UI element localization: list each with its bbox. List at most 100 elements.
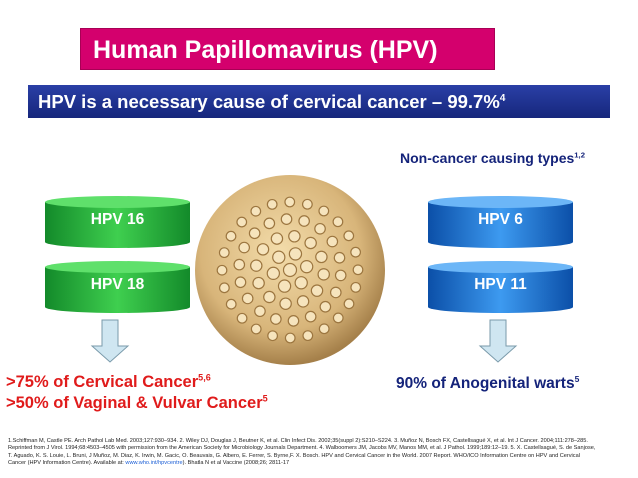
cylinder-top	[428, 196, 573, 208]
label: >75% of Cervical Cancer	[6, 373, 199, 391]
label: 90% of Anogenital warts	[396, 375, 575, 392]
capsomere	[277, 279, 292, 293]
capsomere	[350, 281, 362, 293]
capsomere	[234, 276, 247, 289]
capsomere	[332, 312, 344, 324]
outcome: >75% of Cervical Cancer5,6	[6, 373, 211, 392]
capsomere	[318, 323, 330, 335]
capsomere	[299, 259, 314, 274]
capsomere	[236, 312, 248, 324]
capsomere	[233, 258, 246, 271]
cylinders	[45, 196, 573, 313]
capsomere	[350, 246, 362, 258]
type-label: HPV 11	[474, 276, 527, 293]
capsomere	[263, 290, 276, 304]
capsomere	[252, 276, 265, 290]
capsomere	[310, 284, 324, 297]
virus-texture	[216, 196, 364, 344]
capsomere	[288, 247, 303, 261]
capsomere	[254, 305, 266, 318]
superscript: 4	[499, 92, 506, 104]
capsomere	[329, 286, 342, 299]
capsomere	[288, 230, 301, 243]
capsomere	[238, 241, 251, 254]
capsomere	[279, 297, 292, 310]
capsomere	[298, 215, 310, 227]
label: >50% of Vaginal & Vulvar Cancer	[6, 394, 263, 412]
capsomere	[333, 251, 346, 264]
label: Non-cancer causing types	[400, 150, 575, 166]
superscript: 5	[574, 373, 580, 384]
capsomere	[314, 222, 326, 235]
title: Human Papillomavirus (HPV)	[93, 36, 438, 64]
capsomere	[304, 236, 317, 250]
superscript: 5	[262, 393, 268, 404]
capsomere	[334, 269, 347, 282]
capsomere	[294, 276, 308, 290]
capsomere	[282, 262, 298, 278]
outcome: >50% of Vaginal & Vulvar Cancer5	[6, 394, 268, 413]
capsomere	[332, 216, 344, 228]
cylinder-top	[45, 261, 190, 273]
capsomere	[284, 196, 296, 208]
title-box: Human Papillomavirus (HPV)	[80, 28, 495, 70]
capsomere	[225, 230, 237, 242]
cylinder-body	[45, 267, 190, 307]
superscript: 5,6	[198, 372, 211, 383]
capsomere	[343, 230, 355, 242]
capsomere	[270, 232, 284, 245]
superscript: 1,2	[574, 150, 585, 160]
capsomere	[280, 213, 293, 225]
capsomere	[284, 332, 296, 344]
capsomere	[236, 216, 248, 228]
capsomere	[301, 198, 313, 210]
capsomere	[267, 330, 279, 342]
capsomere	[218, 282, 230, 294]
capsomere	[317, 268, 330, 281]
cylinder-bottom	[428, 236, 573, 248]
cylinder-body	[45, 202, 190, 242]
cylinder-top	[428, 261, 573, 273]
capsomere	[250, 323, 262, 335]
arrow	[90, 319, 130, 363]
capsomere	[270, 313, 282, 325]
capsomere	[241, 292, 254, 305]
capsomere	[266, 266, 281, 281]
capsomere	[302, 330, 314, 342]
capsomere	[304, 310, 317, 323]
capsomere	[256, 243, 270, 256]
capsomere	[263, 217, 276, 230]
type-label: HPV 18	[90, 276, 145, 293]
non-cancer-label: Non-cancer causing types1,2	[400, 150, 585, 166]
capsomere	[318, 205, 330, 217]
capsomere	[250, 259, 263, 272]
cylinder-top	[45, 196, 190, 208]
capsomere	[296, 295, 310, 308]
arrow	[478, 319, 518, 363]
capsomere	[225, 298, 237, 310]
cylinder-bottom	[45, 236, 190, 248]
type-label: HPV 6	[478, 211, 523, 228]
capsomere	[266, 198, 278, 210]
capsomere	[250, 205, 262, 217]
reference-text: 1.Schiffman M, Castle PE. Arch Pathol La…	[8, 438, 596, 467]
capsomere	[272, 250, 286, 264]
headline-bar: HPV is a necessary cause of cervical can…	[28, 85, 610, 118]
capsomere	[248, 227, 261, 240]
capsomere	[216, 264, 228, 276]
reference-text: ). Bhatla N et al Vaccine (2008;26; 2811…	[182, 460, 290, 467]
cylinder-bottom	[45, 301, 190, 313]
capsomere	[218, 247, 230, 259]
capsomere	[326, 235, 339, 248]
capsomere	[315, 250, 328, 264]
type-label: HPV 16	[90, 211, 145, 228]
capsomere	[352, 264, 364, 276]
reference-url: www.who.int/hpvcentre	[125, 460, 183, 467]
headline: HPV is a necessary cause of cervical can…	[38, 91, 500, 112]
cylinder-body	[428, 202, 573, 242]
capsomere	[319, 300, 332, 313]
cylinder-body	[428, 267, 573, 307]
references: 1.Schiffman M, Castle PE. Arch Pathol La…	[8, 438, 598, 468]
